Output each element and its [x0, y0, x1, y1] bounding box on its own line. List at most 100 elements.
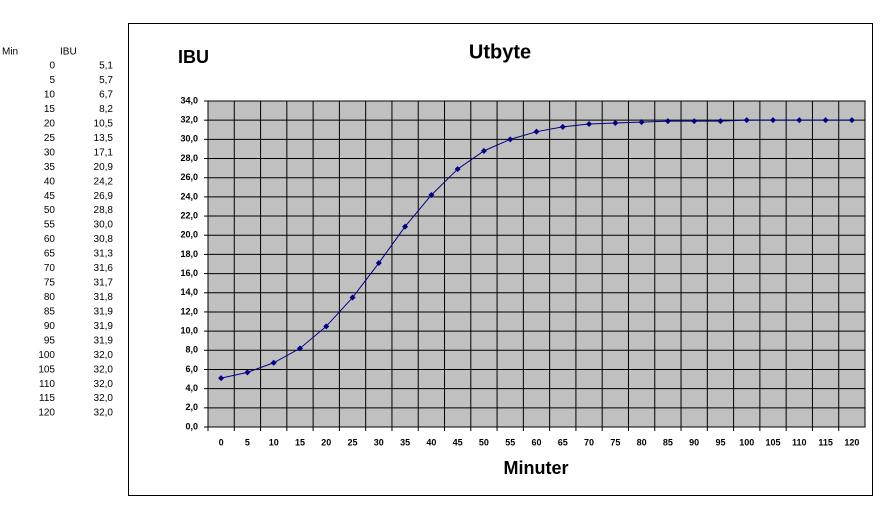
data-point — [848, 117, 855, 124]
data-point — [454, 166, 461, 173]
data-point — [796, 117, 803, 124]
table-cell: 32,0 — [94, 379, 114, 390]
table-cell: 32,0 — [94, 350, 114, 361]
data-point — [296, 345, 303, 352]
table-cell: 30,0 — [94, 220, 114, 231]
table-cell: 20,9 — [94, 162, 114, 173]
x-tick-label: 115 — [818, 437, 833, 447]
x-tick-label: 60 — [531, 437, 541, 447]
table-cell: 13,5 — [94, 133, 114, 144]
table-cell: 26,9 — [94, 191, 114, 202]
table-cell: 31,7 — [94, 278, 114, 289]
data-point — [691, 118, 698, 125]
table-cell: 95 — [44, 335, 56, 346]
data-point — [559, 123, 566, 130]
table-cell: 31,8 — [94, 292, 114, 303]
table-cell: 120 — [38, 408, 55, 419]
x-tick-label: 80 — [637, 437, 647, 447]
table-cell: 10 — [44, 90, 56, 101]
table-cell: 100 — [38, 350, 55, 361]
x-tick-label: 5 — [245, 437, 250, 447]
x-tick-label: 30 — [374, 437, 384, 447]
table-cell: 70 — [44, 263, 56, 274]
table-cell: 32,0 — [94, 393, 114, 404]
table-cell: 0 — [49, 61, 55, 72]
table-cell: 40 — [44, 176, 56, 187]
table-cell: 5,1 — [99, 61, 113, 72]
table-cell: 31,6 — [94, 263, 114, 274]
x-tick-label: 120 — [844, 437, 859, 447]
data-point — [218, 375, 225, 382]
x-tick-label: 110 — [792, 437, 807, 447]
x-tick-label: 90 — [689, 437, 699, 447]
table-cell: 45 — [44, 191, 56, 202]
table-cell: 5,7 — [99, 75, 113, 86]
table-cell: 5 — [49, 75, 55, 86]
data-point — [612, 120, 619, 127]
data-point — [717, 118, 724, 125]
table-cell: 35 — [44, 162, 56, 173]
table-cell: 65 — [44, 249, 56, 260]
table-cell: 50 — [44, 205, 56, 216]
data-point — [270, 359, 277, 366]
table-cell: 115 — [39, 393, 55, 404]
data-point — [743, 117, 750, 124]
table-cell: 25 — [44, 133, 56, 144]
table-cell: 90 — [44, 321, 56, 332]
data-point — [244, 369, 251, 376]
chart-title: Utbyte — [469, 41, 531, 63]
x-tick-label: 40 — [426, 437, 436, 447]
x-tick-label: 15 — [295, 437, 305, 447]
x-tick-label: 95 — [715, 437, 725, 447]
x-tick-label: 10 — [269, 437, 279, 447]
y-tick-label: 22,0 — [180, 210, 198, 220]
table-header: IBU — [60, 47, 77, 58]
table-cell: 28,8 — [94, 205, 114, 216]
table-cell: 80 — [44, 292, 56, 303]
data-point — [402, 223, 409, 230]
x-tick-label: 50 — [479, 437, 489, 447]
plot-area — [207, 100, 866, 428]
table-cell: 30 — [44, 147, 56, 158]
y-tick-label: 28,0 — [180, 153, 198, 163]
table-cell: 8,2 — [99, 104, 113, 115]
table-cell: 30,8 — [94, 234, 114, 245]
y-tick-label: 14,0 — [180, 287, 198, 297]
table-cell: 110 — [39, 379, 55, 390]
data-point — [638, 119, 645, 126]
table-cell: 20 — [44, 118, 56, 129]
table-cell: 31,9 — [94, 335, 114, 346]
y-tick-label: 32,0 — [180, 115, 198, 125]
y-tick-label: 10,0 — [180, 325, 198, 335]
y-tick-label: 8,0 — [185, 345, 198, 355]
data-point — [507, 136, 514, 143]
y-tick-label: 18,0 — [180, 249, 198, 259]
y-axis-label: IBU — [178, 47, 209, 67]
x-tick-label: 45 — [453, 437, 463, 447]
table-cell: 32,0 — [94, 364, 114, 375]
table-cell: 105 — [38, 364, 55, 375]
y-tick-label: 30,0 — [180, 134, 198, 144]
y-tick-label: 6,0 — [185, 364, 198, 374]
y-tick-label: 26,0 — [180, 172, 198, 182]
x-axis-label: Minuter — [504, 458, 569, 478]
x-tick-label: 0 — [219, 437, 224, 447]
table-cell: 17,1 — [94, 147, 114, 158]
x-tick-label: 100 — [739, 437, 754, 447]
x-tick-label: 65 — [558, 437, 568, 447]
data-point — [533, 128, 540, 135]
table-cell: 15 — [44, 104, 56, 115]
data-point — [323, 323, 330, 330]
y-tick-label: 20,0 — [180, 230, 198, 240]
table-cell: 60 — [44, 234, 56, 245]
data-point — [349, 294, 356, 301]
y-tick-label: 0,0 — [185, 421, 198, 431]
data-point — [664, 118, 671, 125]
table-cell: 31,3 — [94, 249, 114, 260]
x-tick-label: 55 — [505, 437, 515, 447]
y-tick-label: 4,0 — [185, 383, 198, 393]
table-cell: 55 — [44, 220, 56, 231]
x-tick-label: 20 — [321, 437, 331, 447]
x-tick-label: 70 — [584, 437, 594, 447]
